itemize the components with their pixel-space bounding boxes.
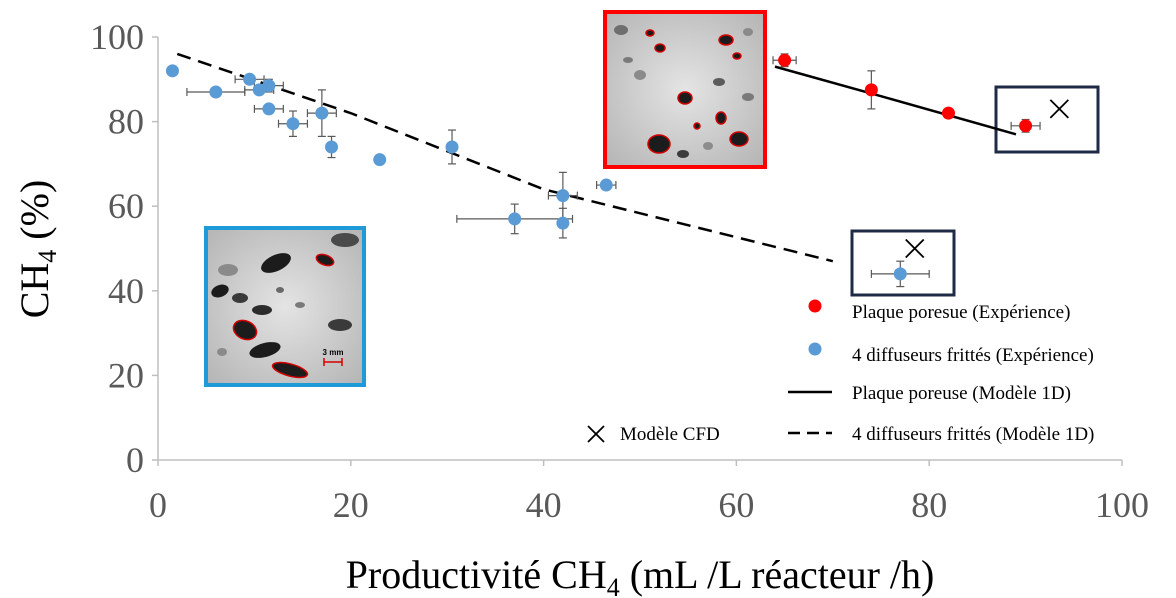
diffuseurs-experience-point (286, 117, 300, 131)
plaque-model-line (774, 65, 1017, 136)
diffuseurs-experience-point (209, 85, 223, 99)
scale-bar-label: 3 mm (323, 348, 344, 357)
legend: Plaque poresue (Expérience) 4 diffuseurs… (587, 299, 1094, 445)
diffuseurs-experience-point (165, 64, 179, 78)
x-tick-label: 40 (526, 485, 562, 525)
legend-red-dot-icon (808, 299, 822, 313)
y-tick-labels: 0 20 40 60 80 100 (90, 17, 158, 480)
legend-item-diffuseurs-experience: 4 diffuseurs frittés (Expérience) (808, 342, 1094, 366)
data-points (165, 53, 1033, 281)
plaque-experience-point (941, 106, 955, 120)
x-axis-title: Productivité CH4 (mL /L réacteur /h) (346, 552, 935, 598)
legend-item-diffuseurs-modele: 4 diffuseurs frittés (Modèle 1D) (788, 424, 1094, 445)
diffuseurs-experience-point (599, 178, 613, 192)
svg-text:Modèle CFD: Modèle CFD (620, 424, 720, 445)
cfd-x-marker (905, 238, 925, 259)
y-tick-label: 20 (108, 355, 144, 395)
y-tick-label: 60 (108, 186, 144, 226)
diffuseurs-experience-point (243, 72, 257, 86)
legend-item-plaque-modele: Plaque poreuse (Modèle 1D) (788, 383, 1071, 404)
diffuseurs-experience-point (262, 79, 276, 93)
x-tick-label: 100 (1095, 485, 1149, 525)
diffuseurs-experience-point (373, 153, 387, 167)
legend-item-cfd: Modèle CFD (587, 424, 720, 445)
legend-blue-dot-icon (808, 342, 822, 356)
y-tick-label: 40 (108, 271, 144, 311)
x-tick-labels: 0 20 40 60 80 100 (149, 460, 1149, 525)
sintered-diffuser-bubble-image: 3 mm (204, 226, 366, 387)
diffuseurs-experience-point (893, 267, 907, 281)
x-tick-label: 20 (333, 485, 369, 525)
cfd-highlight-box-diffuseurs (850, 229, 956, 297)
cfd-highlight-box-plaque (994, 85, 1100, 154)
cfd-x-marker (1049, 99, 1069, 119)
svg-text:Plaque poreuse (Modèle 1D): Plaque poreuse (Modèle 1D) (852, 383, 1071, 404)
diffuseurs-experience-point (315, 106, 329, 120)
y-axis-title: CH4 (%) (12, 180, 62, 319)
plaque-experience-point (864, 83, 878, 97)
cfd-markers (905, 99, 1069, 259)
plot-axes (157, 37, 1122, 461)
svg-text:4 diffuseurs frittés (Modèle 1: 4 diffuseurs frittés (Modèle 1D) (852, 424, 1094, 445)
diffuseurs-experience-point (556, 189, 570, 203)
y-tick-label: 80 (108, 102, 144, 142)
x-tick-label: 60 (718, 485, 754, 525)
diffuseurs-experience-point (508, 212, 522, 226)
x-tick-label: 80 (911, 485, 947, 525)
diffuseurs-experience-point (262, 102, 276, 116)
svg-text:Plaque poresue (Expérience): Plaque poresue (Expérience) (852, 302, 1070, 323)
porous-plate-bubble-image (603, 10, 767, 169)
plaque-experience-point (1019, 119, 1033, 133)
diffuseurs-experience-point (445, 140, 459, 154)
legend-item-plaque-experience: Plaque poresue (Expérience) (808, 299, 1070, 323)
plaque-experience-point (778, 53, 792, 67)
diffuseurs-experience-point (325, 140, 339, 154)
scale-bar (323, 358, 343, 366)
legend-x-marker-icon (587, 425, 605, 443)
x-tick-label: 0 (149, 485, 167, 525)
diffuseurs-experience-point (556, 216, 570, 230)
svg-text:4 diffuseurs frittés (Expérien: 4 diffuseurs frittés (Expérience) (852, 345, 1094, 366)
y-tick-label: 100 (90, 17, 144, 57)
y-tick-label: 0 (126, 440, 144, 480)
